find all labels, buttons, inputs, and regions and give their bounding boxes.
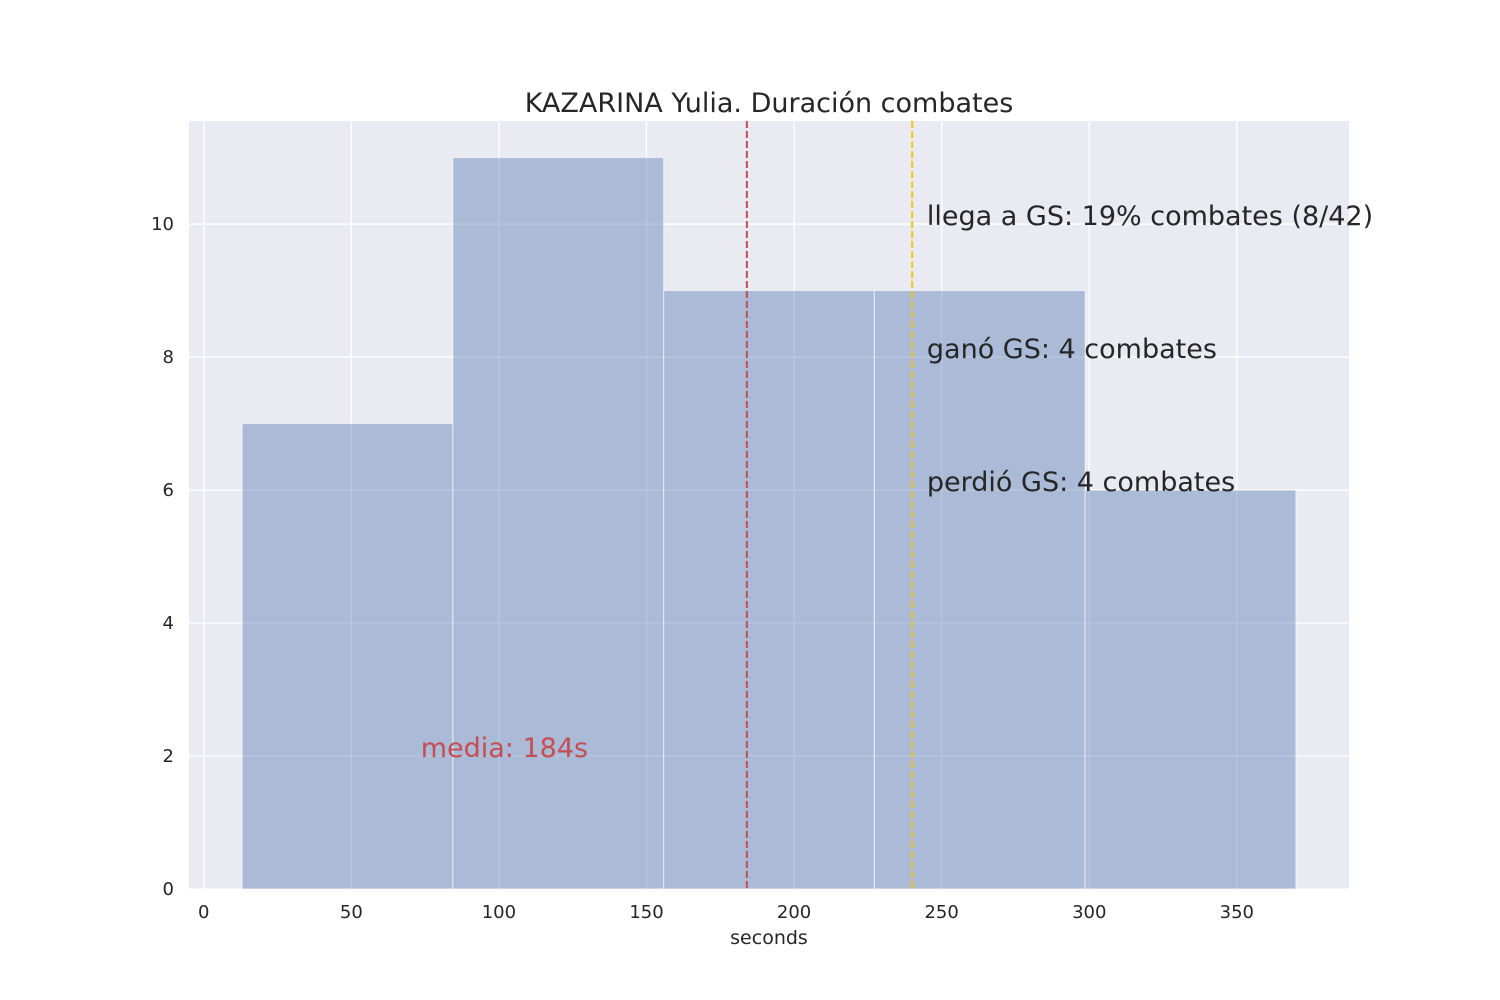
plot-area <box>189 121 1349 889</box>
x-tick-label: 350 <box>1220 902 1254 923</box>
y-tick-label: 8 <box>163 347 174 368</box>
histogram-bar <box>452 156 665 890</box>
histogram-bar <box>241 422 454 890</box>
annotations: llega a GS: 19% combates (8/42) ganó GS: … <box>421 201 1373 764</box>
x-tick-label: 150 <box>629 902 663 923</box>
y-tick-label: 0 <box>163 879 174 900</box>
chart-title: KAZARINA Yulia. Duración combates <box>525 88 1014 119</box>
annotation-text: llega a GS: 19% combates (8/42) <box>927 201 1373 232</box>
x-axis-label: seconds <box>730 927 808 949</box>
x-tick-label: 100 <box>482 902 516 923</box>
y-tick-label: 6 <box>163 480 174 501</box>
bars-layer <box>241 156 1297 890</box>
y-tick-label: 4 <box>163 613 174 634</box>
x-tick-label: 300 <box>1072 902 1106 923</box>
y-tick-label: 10 <box>151 214 174 235</box>
annotation-text: perdió GS: 4 combates <box>927 467 1235 498</box>
reference-lines <box>745 121 914 889</box>
histogram-bar <box>873 289 1086 890</box>
histogram-bar <box>663 289 875 890</box>
annotation-text: media: 184s <box>421 733 588 764</box>
x-tick-label: 200 <box>777 902 811 923</box>
y-tick-label: 2 <box>163 746 174 767</box>
histogram-bar <box>1084 489 1297 890</box>
x-tick-label: 250 <box>924 902 958 923</box>
x-tick-label: 0 <box>198 902 209 923</box>
tick-labels: 0 50 100 150 200 250 300 350 0 2 4 6 8 10 <box>151 214 1254 923</box>
x-tick-label: 50 <box>340 902 363 923</box>
annotation-text: ganó GS: 4 combates <box>927 334 1217 365</box>
